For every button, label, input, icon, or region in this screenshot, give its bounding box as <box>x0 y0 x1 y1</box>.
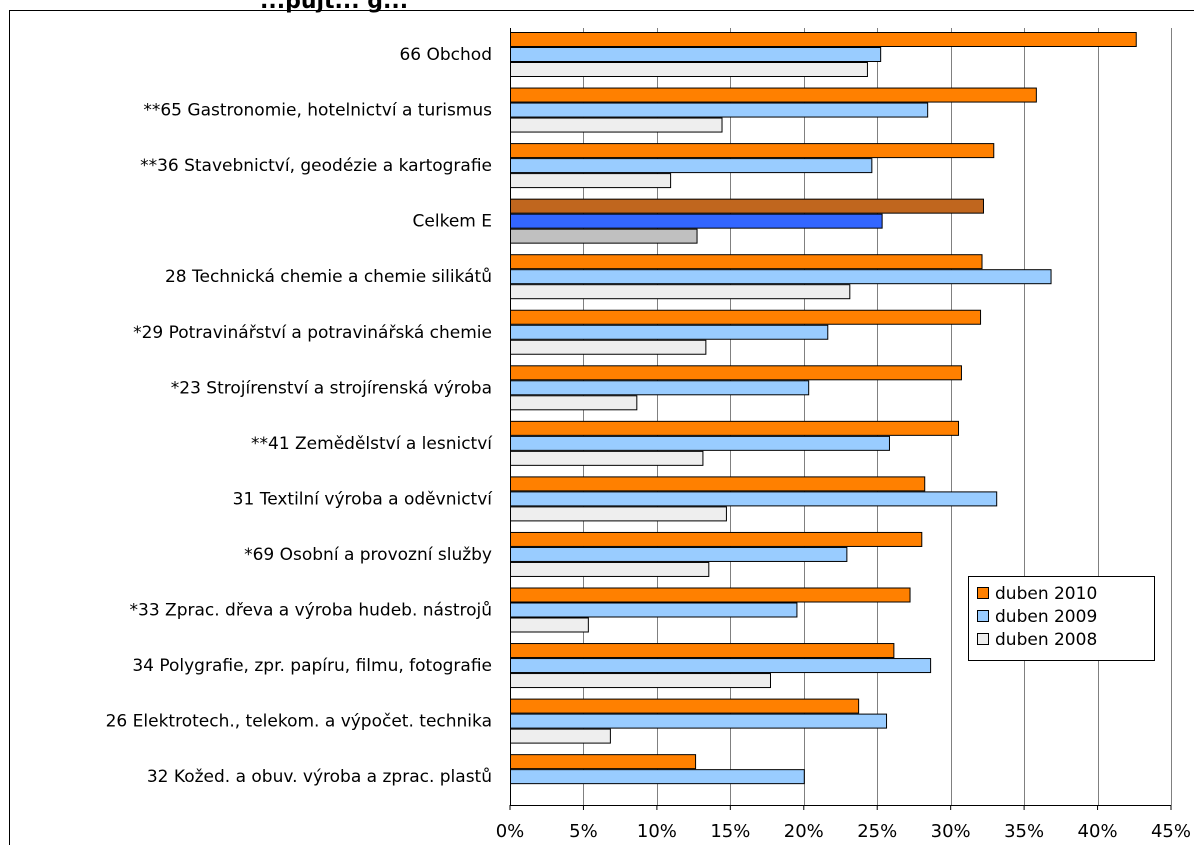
legend-swatch <box>977 587 989 599</box>
bar <box>510 531 923 547</box>
chart-title: ...pujt... g... <box>260 0 408 14</box>
bar <box>510 587 911 603</box>
legend-label: duben 2009 <box>995 607 1097 627</box>
bar <box>510 47 882 62</box>
legend: duben 2010 duben 2009 duben 2008 <box>968 576 1155 661</box>
category-label: **65 Gastronomie, hotelnictví a turismus <box>143 101 492 121</box>
bar <box>510 213 883 229</box>
category-label: **41 Zemědělství a lesnictví <box>251 434 493 454</box>
bar <box>510 673 771 689</box>
legend-swatch <box>977 610 989 622</box>
category-label: **36 Stavebnictví, geodézie a kartografi… <box>140 156 492 176</box>
x-axis-ticks: 0% 5% 10% 15% 20% 25% 30% 35% 40% 45% <box>496 805 1191 842</box>
bar <box>510 173 672 189</box>
x-tick-label: 10% <box>637 821 677 842</box>
category-label: 28 Technická chemie a chemie silikátů <box>165 267 492 287</box>
bar <box>510 380 810 396</box>
x-tick-label: 30% <box>931 821 971 842</box>
bar <box>510 228 698 244</box>
category-label: Celkem E <box>413 212 492 232</box>
category-label: *23 Strojírenství a strojírenská výroba <box>171 378 492 398</box>
bar <box>510 602 798 618</box>
bar <box>510 491 998 507</box>
bar <box>510 158 873 174</box>
bar <box>510 713 888 729</box>
bar <box>510 309 982 325</box>
x-tick-label: 35% <box>1004 821 1044 842</box>
x-tick-label: 0% <box>496 821 525 842</box>
bars-group <box>510 32 1137 785</box>
legend-label: duben 2010 <box>995 584 1097 604</box>
category-label: *33 Zprac. dřeva a výroba hudeb. nástroj… <box>130 601 492 621</box>
bar <box>510 658 932 674</box>
bar <box>510 643 895 659</box>
category-label: 66 Obchod <box>399 45 492 65</box>
bar <box>510 561 710 577</box>
bar <box>510 339 707 355</box>
bar <box>510 87 1037 103</box>
bar <box>510 198 984 214</box>
bar <box>510 254 983 270</box>
bar <box>510 769 805 785</box>
bar <box>510 546 848 562</box>
x-tick-label: 40% <box>1078 821 1118 842</box>
bar <box>510 324 829 340</box>
bar <box>510 506 727 522</box>
legend-box <box>968 576 1155 661</box>
legend-label: duben 2008 <box>995 630 1097 650</box>
bar <box>510 284 851 300</box>
bar <box>510 32 1137 47</box>
x-tick-label: 5% <box>569 821 598 842</box>
bar <box>510 435 890 451</box>
bar <box>510 102 929 118</box>
bar <box>510 365 962 381</box>
bar <box>510 617 589 633</box>
bar <box>510 143 995 159</box>
category-label: 26 Elektrotech., telekom. a výpočet. tec… <box>106 712 492 732</box>
category-label: 34 Polygrafie, zpr. papíru, filmu, fotog… <box>132 656 492 676</box>
bar <box>510 117 723 133</box>
category-label: *69 Osobní a provozní služby <box>244 545 492 565</box>
x-tick-label: 20% <box>784 821 824 842</box>
category-labels: 66 Obchod **65 Gastronomie, hotelnictví a… <box>106 45 494 787</box>
x-tick-label: 15% <box>710 821 750 842</box>
category-label: *29 Potravinářství a potravinářská chemi… <box>133 323 492 343</box>
bar <box>510 754 697 770</box>
bar <box>510 476 926 492</box>
bar <box>510 269 1052 285</box>
category-label: 31 Textilní výroba a oděvnictví <box>233 489 494 509</box>
x-tick-label: 45% <box>1151 821 1191 842</box>
bar <box>510 728 611 744</box>
bar <box>510 420 960 436</box>
legend-swatch <box>977 633 989 645</box>
bar <box>510 698 860 714</box>
category-label: 32 Kožed. a obuv. výroba a zprac. plastů <box>147 767 492 787</box>
bar <box>510 62 868 77</box>
bar <box>510 395 638 411</box>
x-tick-label: 25% <box>857 821 897 842</box>
chart-frame <box>9 10 1194 845</box>
bar <box>510 450 704 466</box>
